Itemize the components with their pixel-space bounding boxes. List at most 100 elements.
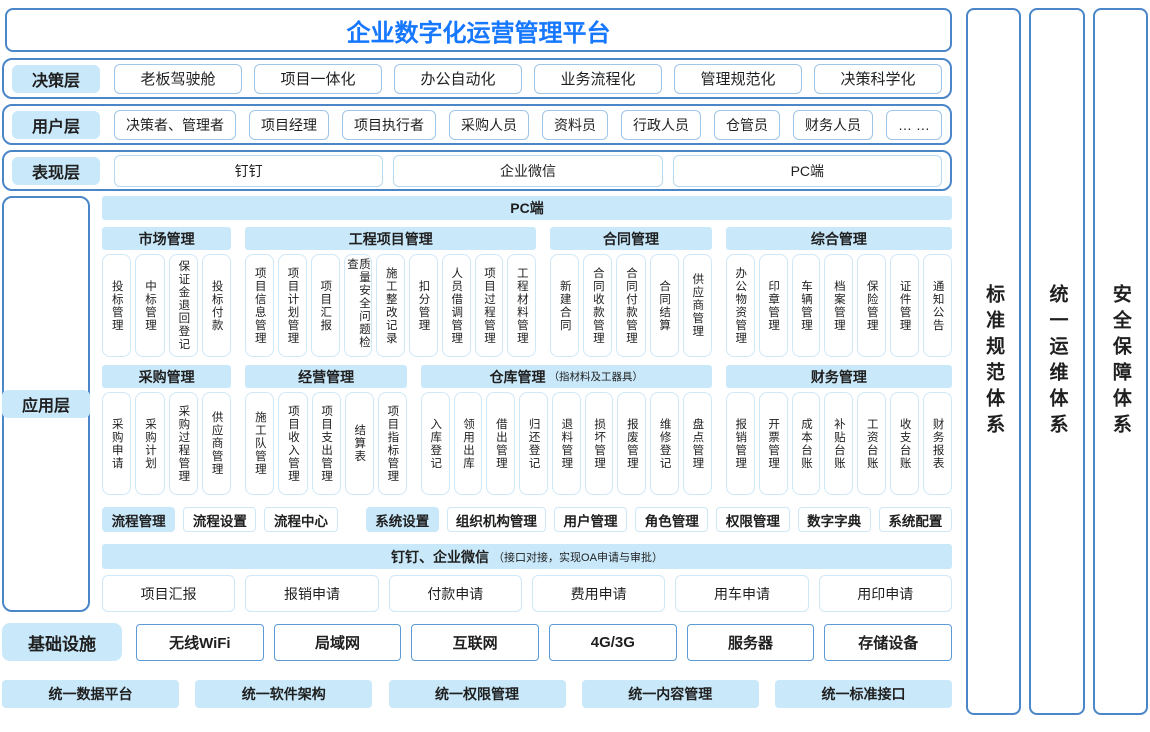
- module-item-label: 供应商管理: [210, 411, 223, 476]
- side-system-bar: 安全保障体系: [1092, 8, 1148, 715]
- module-item-label: 印章管理: [767, 279, 780, 332]
- user-item: 资料员: [542, 109, 608, 140]
- user-layer-label: 用户层: [12, 110, 100, 139]
- layer-row-user: 用户层 决策者、管理者 项目经理 项目执行者 采购人员 资料员 行政人员 仓管员 财务人员 … …: [2, 104, 952, 145]
- dingtalk-item: 用印申请: [818, 575, 952, 612]
- module-item-label: 项目收入管理: [287, 404, 299, 483]
- module-item-label: 开票管理: [767, 417, 780, 470]
- presentation-item: 企业微信: [393, 154, 663, 187]
- chip-gap: [346, 507, 358, 532]
- dingtalk-item: 付款申请: [388, 575, 522, 612]
- module-group: 合同管理 新建合同 合同收款管理 合同付款管理 合同结算 供应商管理: [550, 227, 712, 357]
- module-item: 中标管理: [135, 254, 165, 357]
- decision-item: 业务流程化: [534, 63, 662, 94]
- user-item: 项目执行者: [342, 109, 436, 140]
- module-group-title: 经营管理: [298, 368, 355, 385]
- user-item: 决策者、管理者: [114, 109, 236, 140]
- module-item-label: 项目计划管理: [286, 266, 299, 345]
- module-item: 通知公告: [923, 254, 952, 357]
- module-item-label: 成本台账: [800, 417, 812, 470]
- module-item-label: 扣分管理: [417, 279, 430, 332]
- module-item-label: 保险管理: [865, 279, 878, 332]
- decision-layer-label: 决策层: [12, 64, 100, 93]
- module-row-1: 市场管理 投标管理 中标管理 保证金退回登记 投标付款 工程项目管理 项目信息管理 项目计划管…: [102, 227, 952, 357]
- module-item-label: 归还登记: [527, 417, 540, 470]
- module-item: 项目收入管理: [278, 392, 308, 495]
- module-item-label: 供应商管理: [691, 273, 704, 338]
- module-item-label: 退料管理: [560, 417, 573, 470]
- module-item: 开票管理: [758, 392, 788, 495]
- module-item: 领用出库: [453, 392, 483, 495]
- module-item-label: 项目信息管理: [253, 266, 266, 345]
- infrastructure-item: 服务器: [686, 623, 815, 661]
- module-item-label: 人员借调管理: [450, 266, 463, 345]
- module-item: 合同付款管理: [616, 254, 646, 357]
- module-item: 档案管理: [824, 254, 854, 357]
- dingtalk-item: 项目汇报: [102, 575, 236, 612]
- module-item-label: 采购申请: [110, 417, 123, 470]
- module-item: 新建合同: [550, 254, 580, 357]
- infrastructure-row: 基础设施 无线WiFi 局域网 互联网 4G/3G 服务器 存储设备: [2, 622, 953, 662]
- dingtalk-item: 用车申请: [675, 575, 809, 612]
- dingtalk-item: 费用申请: [531, 575, 666, 612]
- module-group-items: 入库登记 领用出库 借出管理 归还登记 退料管理 损坏管理 报废管理 维修登记 盘点管理: [420, 392, 712, 495]
- module-item-label: 车辆管理: [800, 279, 812, 332]
- module-item: 投标付款: [201, 254, 232, 357]
- decision-item: 老板驾驶舱: [114, 63, 242, 94]
- unified-platform-pill: 统一软件架构: [195, 680, 373, 708]
- module-group: 经营管理 施工队管理 项目收入管理 项目支出管理 结算表 项目指标管理: [245, 365, 407, 495]
- module-item-label: 项目指标管理: [386, 404, 399, 483]
- module-item: 报销管理: [725, 392, 755, 495]
- module-item-label: 项目支出管理: [320, 404, 333, 483]
- side-system-label: 标准规范体系: [983, 283, 1005, 440]
- module-item: 车辆管理: [791, 254, 821, 357]
- module-item: 工资台账: [857, 392, 887, 495]
- decision-item: 办公自动化: [394, 63, 522, 94]
- module-item: 项目过程管理: [474, 254, 504, 357]
- system-chip: 用户管理: [553, 507, 628, 532]
- module-item: 印章管理: [758, 254, 788, 357]
- module-item-label: 证件管理: [898, 279, 911, 332]
- module-item-label: 损坏管理: [593, 417, 606, 470]
- module-item: 采购计划: [135, 392, 165, 495]
- user-item: 项目经理: [249, 109, 329, 140]
- dingtalk-item: 报销申请: [245, 575, 379, 612]
- system-chip: 组织机构管理: [446, 507, 546, 532]
- side-system-bar: 统一运维体系: [1029, 8, 1085, 715]
- module-item: 归还登记: [519, 392, 548, 495]
- user-item: 仓管员: [714, 109, 780, 140]
- module-item: 施工队管理: [245, 392, 275, 495]
- module-group-note: （指材料及工器具）: [548, 371, 644, 383]
- dingtalk-note: （接口对接，实现OA申请与审批）: [493, 551, 663, 564]
- module-item: 入库登记: [420, 392, 450, 495]
- infrastructure-item: 4G/3G: [549, 623, 677, 661]
- module-item: 质量安全问题检查: [343, 254, 373, 357]
- module-group: 综合管理 办公物资管理 印章管理 车辆管理 档案管理 保险管理 证件管理 通知公告: [725, 227, 952, 357]
- module-group-title: 合同管理: [602, 230, 659, 247]
- module-item: 项目计划管理: [278, 254, 307, 357]
- module-group-title: 采购管理: [138, 368, 195, 385]
- user-item: 财务人员: [793, 109, 873, 140]
- module-item: 报废管理: [617, 392, 647, 495]
- unified-platform-pill: 统一标准接口: [775, 680, 952, 708]
- module-group: 市场管理 投标管理 中标管理 保证金退回登记 投标付款: [102, 227, 232, 357]
- module-item-label: 财务报表: [931, 417, 944, 470]
- page-title: 企业数字化运营管理平台: [5, 8, 952, 52]
- module-item: 收支台账: [890, 392, 920, 495]
- module-item: 保险管理: [857, 254, 887, 357]
- module-group-header: 仓库管理 （指材料及工器具）: [420, 365, 712, 388]
- decision-item: 管理规范化: [674, 63, 802, 94]
- module-item-label: 施工队管理: [253, 411, 266, 476]
- module-item: 人员借调管理: [441, 254, 471, 357]
- module-item-label: 施工整改记录: [384, 266, 397, 345]
- module-item: 损坏管理: [584, 392, 614, 495]
- application-layer-label: 应用层: [2, 390, 90, 418]
- system-chip: 流程设置: [183, 507, 257, 532]
- module-item-label: 采购计划: [144, 417, 157, 470]
- module-item: 项目支出管理: [311, 392, 341, 495]
- module-item-label: 领用出库: [462, 417, 475, 470]
- module-item-label: 维修登记: [658, 417, 671, 470]
- module-item: 办公物资管理: [725, 254, 755, 357]
- module-item-label: 投标付款: [210, 279, 223, 332]
